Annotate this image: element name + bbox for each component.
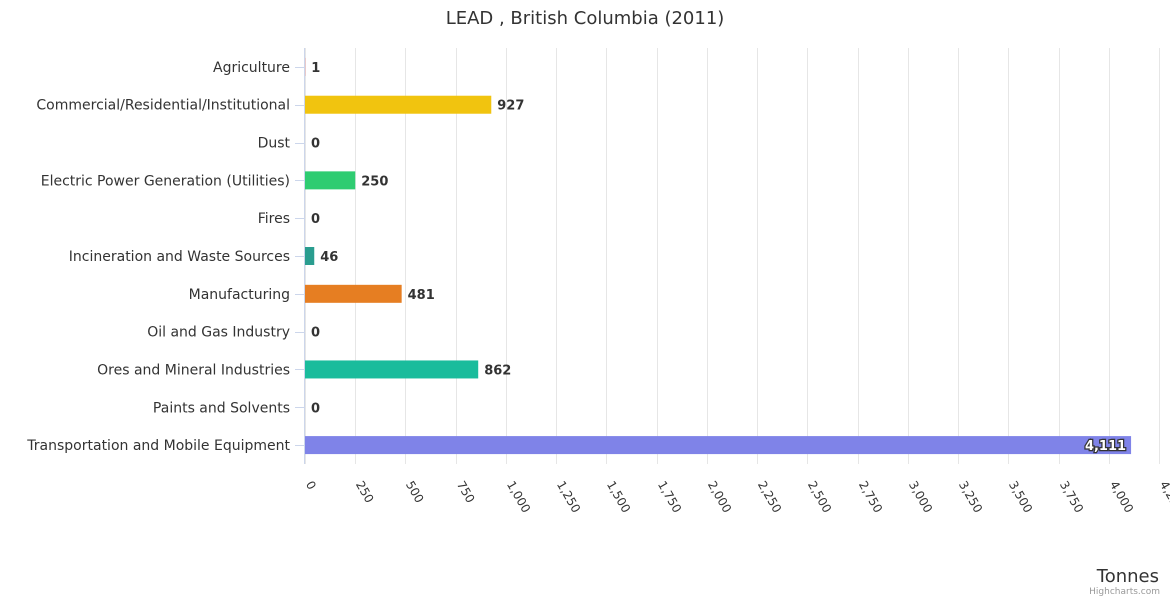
data-label: 250 xyxy=(361,174,388,189)
data-label: 481 xyxy=(408,288,435,303)
x-tick-label: 0 xyxy=(303,479,319,493)
x-tick-label: 2,250 xyxy=(755,479,784,516)
category-label: Incineration and Waste Sources xyxy=(69,249,290,265)
category-label: Transportation and Mobile Equipment xyxy=(26,438,290,454)
x-tick-label: 2,000 xyxy=(705,479,734,516)
x-tick-label: 500 xyxy=(403,479,427,506)
x-tick-label: 3,500 xyxy=(1006,479,1035,516)
category-label: Paints and Solvents xyxy=(153,400,290,416)
bar[interactable] xyxy=(305,436,1131,454)
category-label: Manufacturing xyxy=(189,287,290,303)
data-label: 862 xyxy=(484,363,511,378)
data-label: 46 xyxy=(320,250,338,265)
x-tick-label: 750 xyxy=(454,479,478,506)
axes xyxy=(295,48,305,464)
bar[interactable] xyxy=(305,285,402,303)
x-tick-label: 3,000 xyxy=(906,479,935,516)
data-label: 927 xyxy=(497,99,524,114)
bar[interactable] xyxy=(305,96,491,114)
x-tick-label: 1,750 xyxy=(655,479,684,516)
category-label: Electric Power Generation (Utilities) xyxy=(41,173,290,189)
category-label: Oil and Gas Industry xyxy=(147,325,290,341)
data-label: 1 xyxy=(311,61,320,76)
category-label: Commercial/Residential/Institutional xyxy=(36,98,290,114)
category-label: Ores and Mineral Industries xyxy=(97,362,290,378)
x-tick-label: 250 xyxy=(353,479,377,506)
x-tick-label: 2,500 xyxy=(805,479,834,516)
chart-title: LEAD , British Columbia (2011) xyxy=(446,8,725,29)
x-tick-label: 1,250 xyxy=(554,479,583,516)
bars xyxy=(305,58,1131,454)
category-label: Agriculture xyxy=(213,60,290,76)
category-label: Dust xyxy=(258,136,291,152)
data-label: 0 xyxy=(311,401,320,416)
x-tick-label: 3,250 xyxy=(956,479,985,516)
x-tick-label: 2,750 xyxy=(856,479,885,516)
data-label: 0 xyxy=(311,326,320,341)
bar[interactable] xyxy=(305,247,314,265)
x-tick-label: 3,750 xyxy=(1057,479,1086,516)
bar[interactable] xyxy=(305,171,355,189)
bar[interactable] xyxy=(305,360,478,378)
x-tick-label: 4,000 xyxy=(1107,479,1136,516)
data-label: 0 xyxy=(311,212,320,227)
x-tick-label: 1,000 xyxy=(504,479,533,516)
data-label: 4,111 xyxy=(1085,439,1126,454)
credits-link[interactable]: Highcharts.com xyxy=(1089,587,1160,597)
x-tick-label: 4,250 xyxy=(1157,479,1170,516)
x-axis-title: Tonnes xyxy=(1096,566,1159,587)
category-label: Fires xyxy=(258,211,290,227)
data-label: 0 xyxy=(311,137,320,152)
x-tick-label: 1,500 xyxy=(604,479,633,516)
